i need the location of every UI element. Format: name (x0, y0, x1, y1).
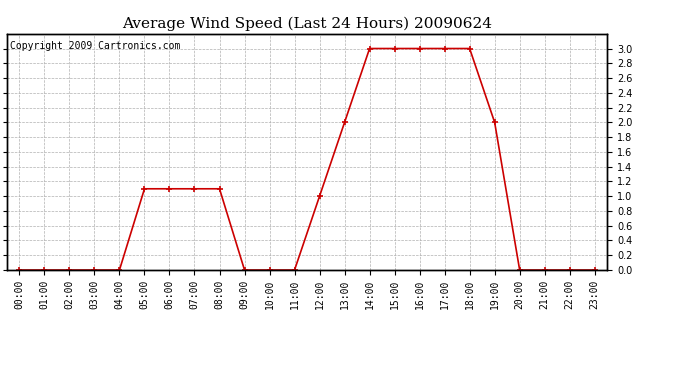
Title: Average Wind Speed (Last 24 Hours) 20090624: Average Wind Speed (Last 24 Hours) 20090… (122, 17, 492, 31)
Text: Copyright 2009 Cartronics.com: Copyright 2009 Cartronics.com (10, 41, 180, 51)
